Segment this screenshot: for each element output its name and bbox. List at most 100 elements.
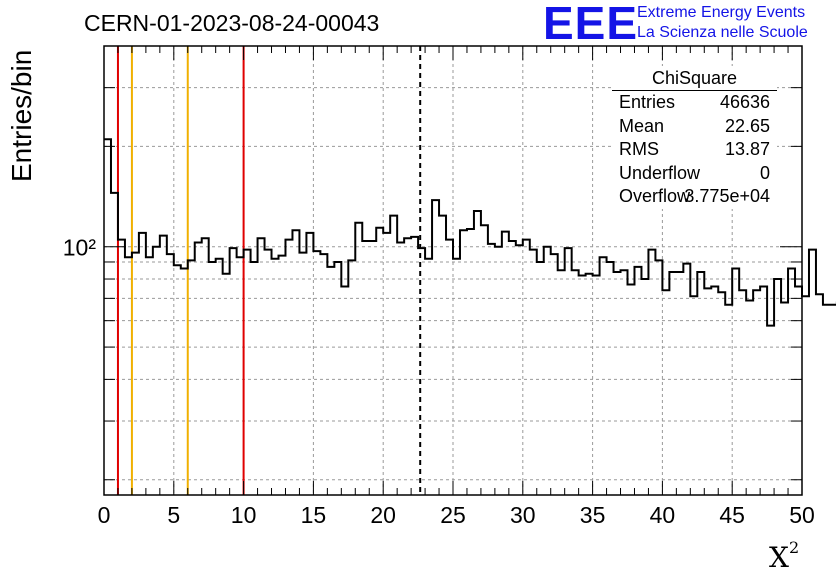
histogram-bin [111, 193, 118, 495]
histogram-bin [523, 240, 530, 495]
x-tick-label: 10 [231, 502, 257, 528]
logo-line-2: La Scienza nelle Scuole [637, 24, 808, 41]
histogram-bin [132, 253, 139, 495]
histogram-bin [579, 275, 586, 495]
histogram-bin [816, 294, 823, 495]
stats-value: 46636 [719, 92, 770, 112]
stats-row-underflow: Underflow 0 [612, 162, 777, 186]
histogram-bin [251, 262, 258, 495]
histogram-bin [781, 303, 788, 495]
histogram-bin [306, 233, 313, 495]
histogram-bin [788, 269, 795, 495]
histogram-bin [432, 200, 439, 495]
histogram-bin [648, 250, 655, 495]
histogram-bin [299, 253, 306, 495]
histogram-bin [676, 272, 683, 495]
x-tick-label: 35 [580, 502, 606, 528]
histogram-bin [125, 257, 132, 495]
cut-lines [116, 46, 422, 495]
y-tick-label: 10² [63, 235, 97, 261]
histogram-bin [746, 300, 753, 495]
histogram-bin [628, 285, 635, 495]
histogram-bin [767, 326, 774, 495]
histogram-bin [348, 260, 355, 495]
histogram-bin [397, 242, 404, 495]
histogram-bin [704, 288, 711, 495]
histogram-bin [209, 262, 216, 495]
histogram-bin [600, 257, 607, 495]
histogram-bin [153, 247, 160, 495]
histogram-bin [830, 305, 836, 495]
histogram-bin [446, 240, 453, 495]
stats-value: 13.87 [724, 139, 770, 159]
histogram-bin [593, 275, 600, 495]
stats-row-overflow: Overflow 3.775e+04 [612, 185, 777, 209]
axis-ticks [103, 45, 803, 495]
histogram-bin [621, 270, 628, 495]
histogram-bin [292, 230, 299, 495]
histogram-bin [355, 223, 362, 495]
histogram-bin [216, 259, 223, 495]
histogram-bin [188, 260, 195, 495]
stats-key: Mean [619, 115, 665, 136]
axis-tick-labels: 0 5 10 15 20 25 30 35 40 45 50 10² [63, 235, 815, 528]
histogram-bin [418, 248, 425, 495]
histogram-bin [732, 269, 739, 495]
histogram-bin [544, 247, 551, 495]
histogram-bin [795, 286, 802, 495]
histogram-bin [669, 272, 676, 495]
stats-row-mean: Mean 22.65 [612, 115, 777, 139]
histogram-bin [809, 250, 816, 495]
histogram-bin [662, 290, 669, 495]
histogram-bin [237, 257, 244, 495]
histogram [104, 138, 836, 495]
histogram-bin [572, 270, 579, 495]
histogram-bin [390, 216, 397, 495]
histogram-bin [341, 286, 348, 495]
histogram-bin [774, 279, 781, 495]
histogram-bin [320, 254, 327, 495]
histogram-bin [711, 286, 718, 495]
x-axis-label: X2 [769, 538, 800, 574]
histogram-bin [565, 248, 572, 495]
histogram-bin [404, 238, 411, 495]
histogram-bin [160, 236, 167, 495]
histogram-bin [586, 274, 593, 495]
histogram-bin [683, 264, 690, 495]
histogram-bin [753, 290, 760, 495]
histogram-bin [634, 267, 641, 495]
histogram-bin [481, 225, 488, 495]
histogram-bin [802, 296, 809, 495]
histogram-bin [265, 250, 272, 495]
x-tick-label: 30 [510, 502, 536, 528]
histogram-bin [739, 290, 746, 495]
histogram-bin [551, 254, 558, 495]
histogram-bin [425, 259, 432, 495]
histogram-bin [285, 240, 292, 495]
stats-title: ChiSquare [612, 66, 777, 91]
logo-line-1: Extreme Energy Events [637, 4, 806, 21]
histogram-bin [139, 233, 146, 495]
histogram-bin [369, 241, 376, 495]
histogram-bin [474, 211, 481, 495]
histogram-bin [558, 270, 565, 495]
histogram-bin [202, 238, 209, 495]
x-tick-label: 40 [650, 502, 676, 528]
histogram-bin [174, 265, 181, 495]
histogram-bin [516, 245, 523, 495]
histogram-bin [537, 262, 544, 495]
x-tick-label: 50 [789, 502, 815, 528]
stats-box: ChiSquare Entries 46636 Mean 22.65 RMS 1… [612, 66, 777, 209]
histogram-bin [167, 254, 174, 495]
stats-row-entries: Entries 46636 [612, 91, 777, 115]
histogram-bin [509, 241, 516, 495]
histogram-bin [244, 250, 251, 495]
histogram-bin [453, 259, 460, 495]
histogram-bin [313, 251, 320, 495]
stats-key: RMS [619, 139, 659, 159]
histogram-bin [223, 274, 230, 495]
histogram-bin [104, 139, 111, 495]
histogram-bin [327, 267, 334, 495]
histogram-bin [118, 240, 125, 495]
